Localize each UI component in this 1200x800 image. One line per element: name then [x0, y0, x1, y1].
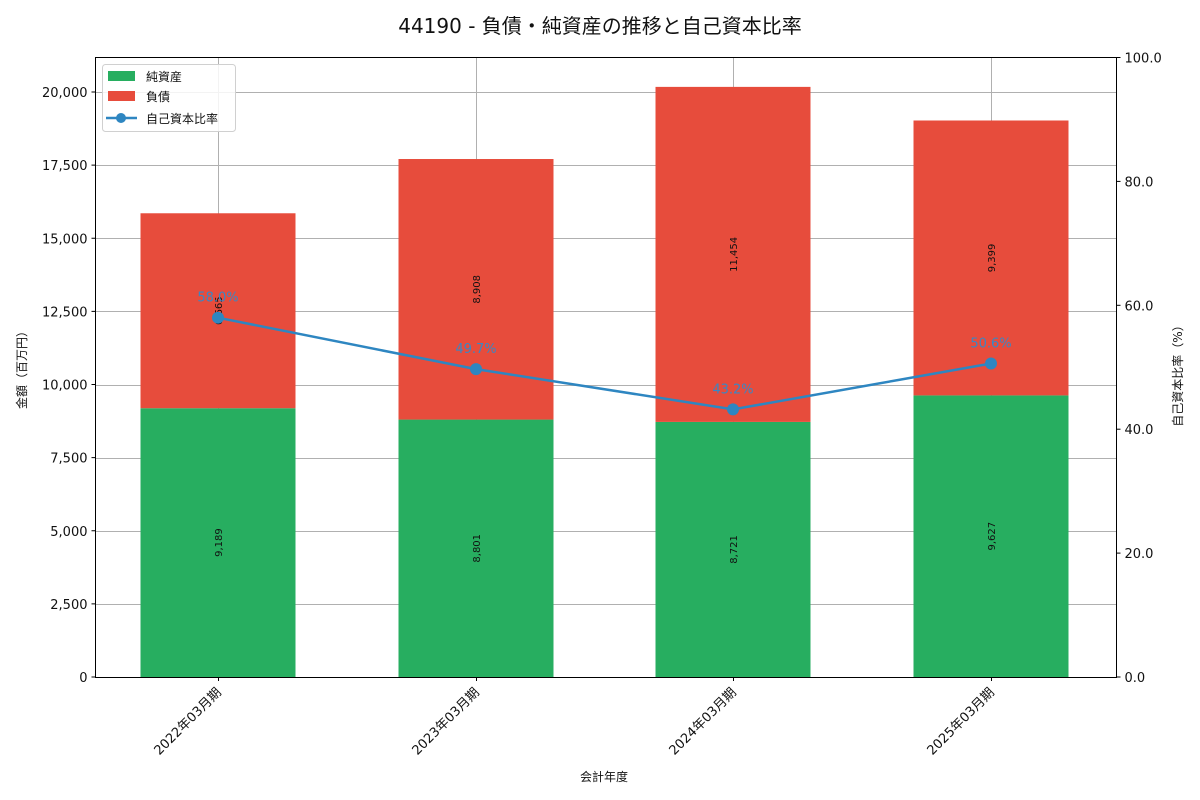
legend-swatch [108, 91, 135, 101]
y2-tick-label: 80.0 [1125, 175, 1154, 190]
bar-label-net-assets: 9,627 [987, 522, 998, 551]
y2-axis-label: 自己資本比率（%） [1170, 319, 1185, 426]
ratio-marker [212, 311, 224, 324]
bar-label-liabilities: 8,908 [472, 275, 483, 304]
legend-swatch [108, 71, 135, 81]
equity-ratio-line: 58.0% 49.7% 43.2% 50.6% [197, 291, 1012, 416]
x-tick-label: 2023年03月期 [410, 685, 483, 758]
bar-liabilities [655, 86, 811, 422]
left-y-axis: 0 2,500 5,000 7,500 10,000 12,500 15,000 17,500… [42, 86, 96, 686]
y-tick-label: 7,500 [50, 452, 87, 467]
bar-label-liabilities: 6,665 [214, 296, 225, 325]
ratio-marker [727, 403, 739, 416]
legend-marker [116, 113, 126, 123]
right-y-axis: 0.0 20.0 40.0 60.0 80.0 100.0 [1116, 52, 1162, 686]
bar-label-net-assets: 8,801 [472, 534, 483, 563]
ratio-line [217, 316, 992, 411]
bar-liabilities [913, 120, 1069, 396]
bar-label-net-assets: 8,721 [729, 535, 740, 564]
y-tick-label: 10,000 [42, 379, 88, 394]
x-axis-label: 会計年度 [580, 769, 628, 784]
x-tick-label: 2024年03月期 [667, 685, 740, 758]
chart-title: 44190 - 負債・純資産の推移と自己資本比率 [398, 14, 802, 38]
legend-label: 純資産 [146, 69, 182, 84]
y-tick-label: 15,000 [42, 232, 88, 247]
bar-liabilities [140, 213, 296, 409]
y2-tick-label: 20.0 [1125, 547, 1154, 562]
y-tick-label: 17,500 [42, 159, 88, 174]
y-tick-label: 20,000 [42, 86, 88, 101]
bar-label-liabilities: 9,399 [987, 244, 998, 273]
plot-frame [95, 57, 1117, 678]
y2-tick-label: 0.0 [1125, 671, 1146, 686]
ratio-label: 58.0% [197, 291, 238, 306]
bar-net-assets [655, 421, 811, 677]
y2-tick-label: 60.0 [1125, 299, 1154, 314]
bar-net-assets [913, 395, 1069, 677]
bars [140, 86, 1069, 677]
x-axis: 2022年03月期 2023年03月期 2024年03月期 2025年03月期 [152, 677, 998, 759]
bar-value-labels: 9,189 6,665 8,801 8,908 8,721 11,454 9,627 9,39… [214, 237, 998, 564]
ratio-label: 50.6% [970, 337, 1011, 352]
y-tick-label: 0 [79, 671, 87, 686]
y2-tick-label: 40.0 [1125, 423, 1154, 438]
x-tick-label: 2025年03月期 [925, 685, 998, 758]
bar-net-assets [398, 419, 554, 677]
bar-label-net-assets: 9,189 [214, 528, 225, 557]
ratio-marker [470, 363, 482, 376]
ratio-marker [985, 357, 997, 370]
legend-box [102, 64, 236, 132]
bar-net-assets [140, 408, 296, 677]
x-tick-label: 2022年03月期 [152, 685, 225, 758]
ratio-label: 49.7% [455, 342, 496, 357]
y-tick-label: 2,500 [50, 598, 87, 613]
y-tick-label: 5,000 [50, 525, 87, 540]
y2-tick-label: 100.0 [1125, 52, 1162, 67]
legend-label: 自己資本比率 [146, 111, 218, 126]
legend-label: 負債 [146, 89, 170, 104]
y-tick-label: 12,500 [42, 305, 88, 320]
bar-label-liabilities: 11,454 [729, 237, 740, 272]
y-axis-label: 金額（百万円） [14, 325, 29, 409]
ratio-label: 43.2% [712, 382, 753, 397]
